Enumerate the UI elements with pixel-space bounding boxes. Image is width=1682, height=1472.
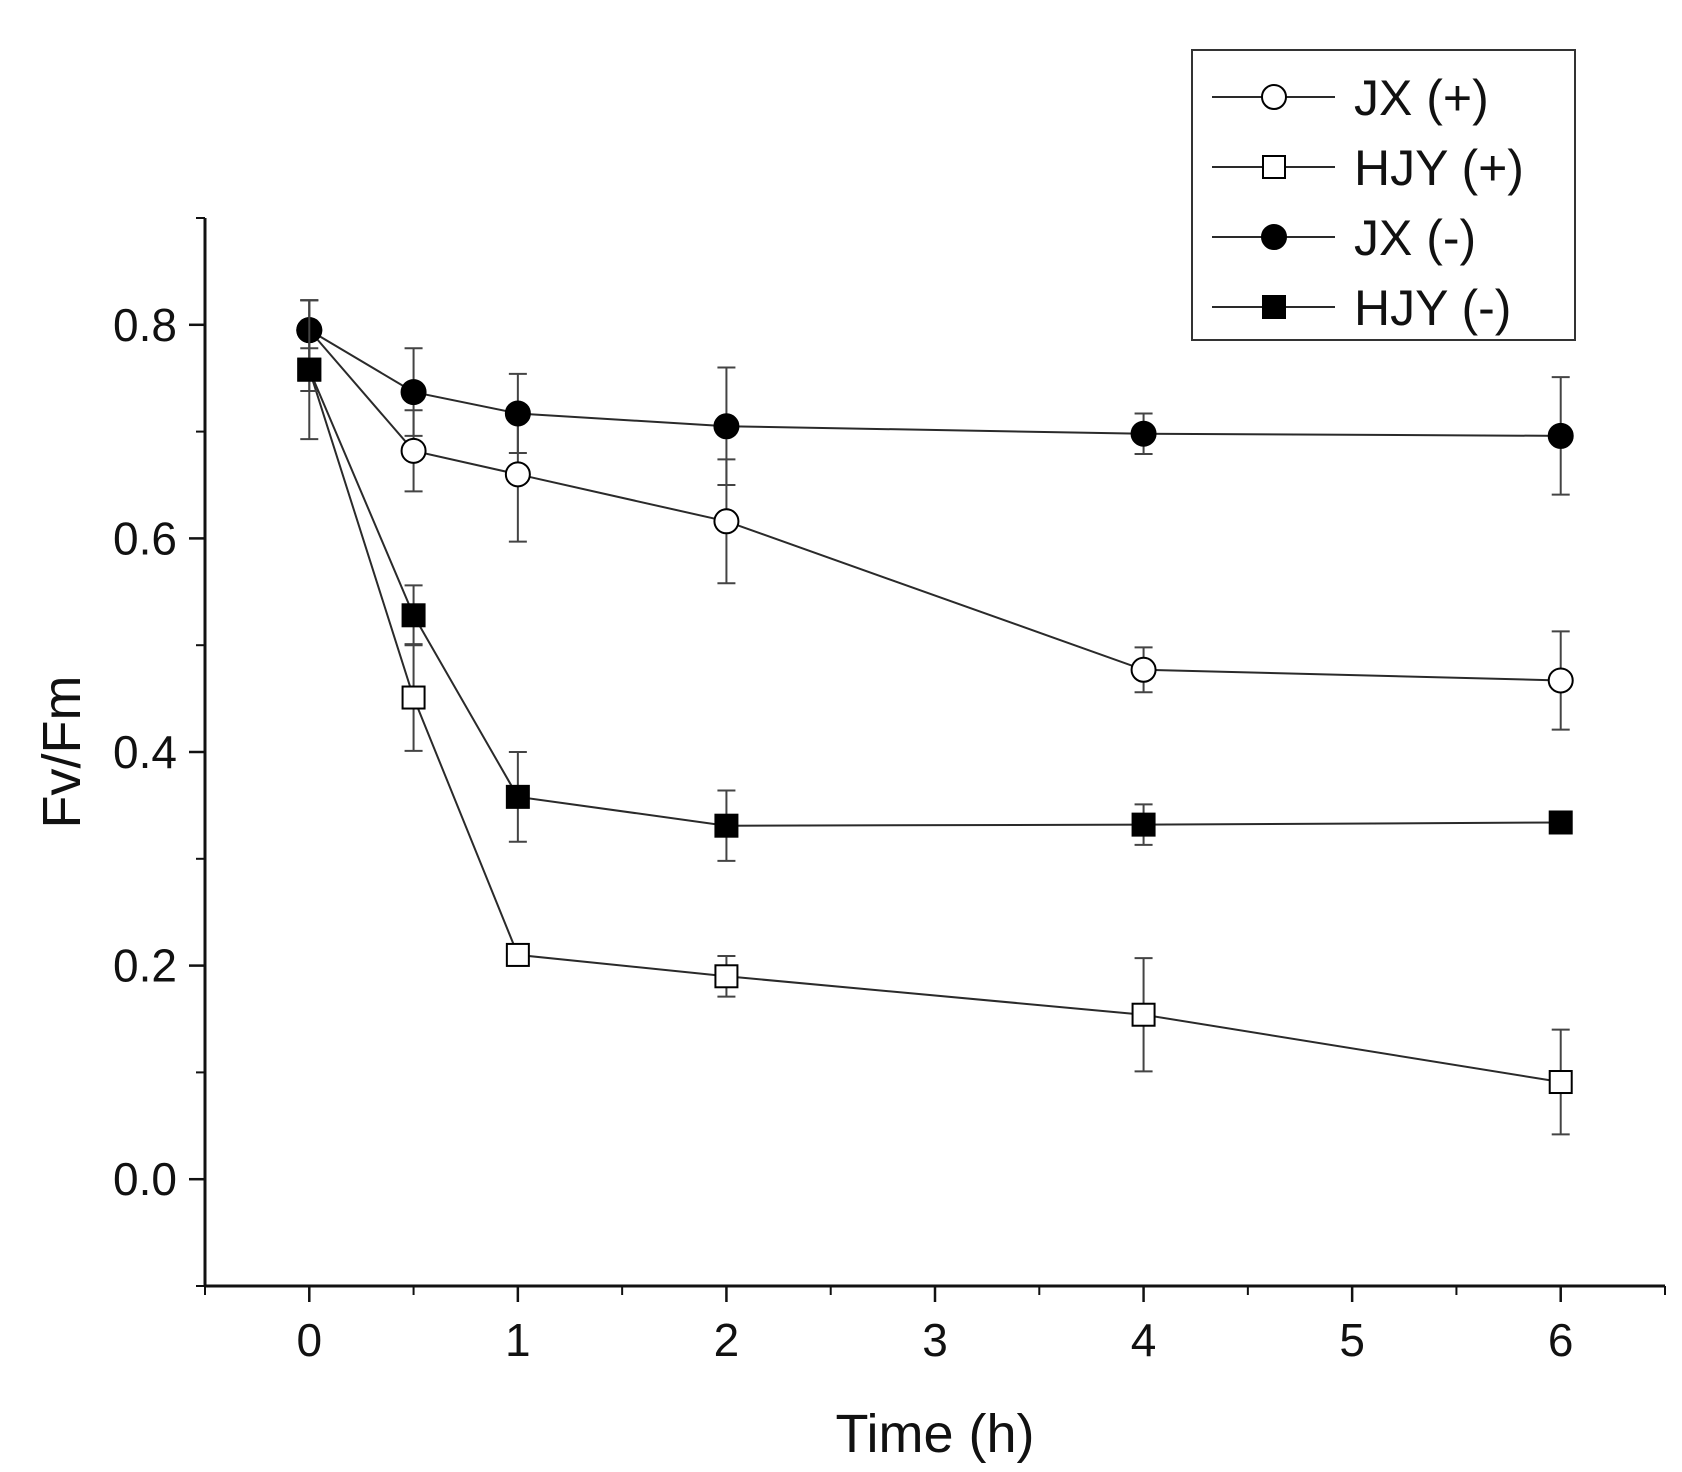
data-point [297, 357, 322, 382]
x-tick-label: 1 [505, 1314, 531, 1366]
x-tick-label: 2 [714, 1314, 740, 1366]
legend-entry: JX (-) [1212, 210, 1476, 266]
data-point [1547, 422, 1574, 449]
series-jxminus [296, 299, 1574, 496]
data-point [504, 400, 531, 427]
x-tick-label: 6 [1548, 1314, 1574, 1366]
series-line [308, 329, 1561, 437]
legend-label: HJY (+) [1354, 140, 1524, 196]
y-tick-label: 0.6 [113, 512, 177, 564]
data-point [1130, 656, 1157, 683]
x-tick-label: 3 [922, 1314, 948, 1366]
y-tick-label: 0.4 [113, 726, 177, 778]
data-point [400, 379, 427, 406]
series-line [308, 369, 1561, 827]
data-point [1131, 812, 1156, 837]
series-line [308, 369, 1561, 1083]
legend-entry: HJY (+) [1212, 140, 1524, 196]
data-point [1131, 1002, 1156, 1027]
data-point [1548, 1070, 1573, 1095]
data-point [714, 964, 739, 989]
data-point [1130, 420, 1157, 447]
y-axis-title: Fv/Fm [32, 676, 92, 829]
legend-entry: JX (+) [1212, 70, 1489, 126]
legend-label: JX (+) [1354, 70, 1489, 126]
legend-entry: HJY (-) [1212, 280, 1511, 336]
y-tick-label: 0.8 [113, 299, 177, 351]
data-point [713, 413, 740, 440]
x-tick-label: 5 [1339, 1314, 1365, 1366]
legend-marker [1261, 84, 1287, 110]
data-point [714, 813, 739, 838]
data-point [1548, 810, 1573, 835]
ticks: 0 1 2 3 4 5 6 0.0 0.2 0.4 0.6 0.8 [113, 217, 1666, 1366]
data-point [401, 685, 426, 710]
data-point [1547, 667, 1574, 694]
data-point [400, 437, 427, 464]
x-tick-label: 4 [1131, 1314, 1157, 1366]
x-axis-title: Time (h) [836, 1404, 1035, 1464]
series-line [308, 329, 1561, 682]
y-tick-label: 0.0 [113, 1153, 177, 1205]
legend-label: JX (-) [1354, 210, 1476, 266]
series-hjyplus [297, 347, 1573, 1136]
legend-marker [1262, 155, 1286, 179]
legend: JX (+) HJY (+) JX (-) HJY (-) [1191, 49, 1576, 341]
data-point [505, 784, 530, 809]
data-point [713, 508, 740, 535]
legend-marker [1261, 224, 1287, 250]
x-tick-label: 0 [296, 1314, 322, 1366]
legend-box [1191, 49, 1576, 341]
series [296, 299, 1574, 1136]
series-hjyminus [297, 299, 1573, 862]
axes [203, 218, 1665, 1288]
legend-marker [1262, 295, 1286, 319]
legend-label: HJY (-) [1354, 280, 1511, 336]
data-point [505, 942, 530, 967]
data-point [504, 461, 531, 488]
y-tick-label: 0.2 [113, 940, 177, 992]
data-point [401, 603, 426, 628]
series-jxplus [296, 299, 1574, 731]
